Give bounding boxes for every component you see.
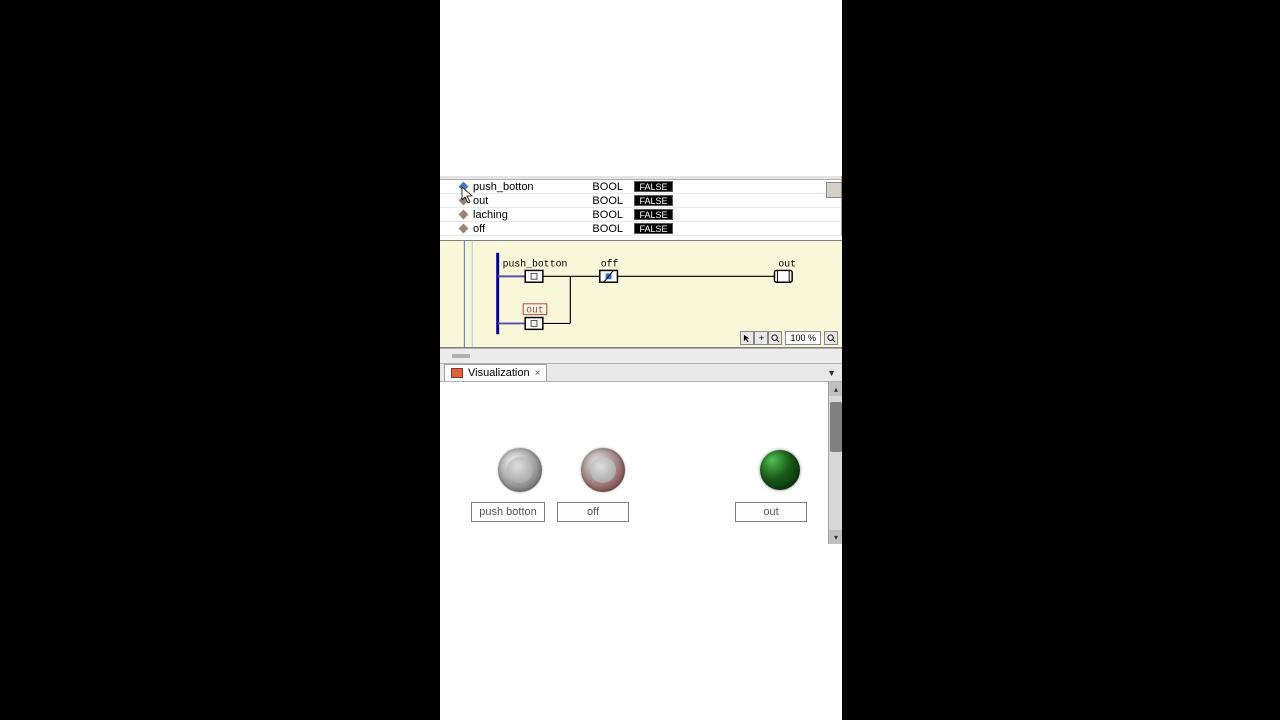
- diamond-icon: [459, 196, 469, 206]
- magnifier-icon[interactable]: [768, 331, 782, 345]
- ladder-editor[interactable]: push_botton off out out: [440, 240, 842, 348]
- var-value: FALSE: [634, 209, 672, 220]
- diamond-icon: [459, 210, 469, 220]
- scroll-button[interactable]: [826, 182, 842, 198]
- close-icon[interactable]: ×: [535, 368, 541, 379]
- scrollbar[interactable]: ▴ ▾: [828, 382, 842, 544]
- var-type: BOOL: [588, 223, 631, 235]
- contact-label: out: [526, 305, 544, 316]
- chevron-down-icon[interactable]: ▼: [827, 368, 836, 378]
- var-type: BOOL: [588, 195, 631, 207]
- var-value: FALSE: [634, 195, 672, 206]
- coil-label: out: [778, 259, 796, 270]
- diamond-icon: [459, 224, 469, 234]
- table-row[interactable]: out BOOL FALSE: [440, 194, 841, 208]
- var-name: out: [473, 195, 488, 207]
- scroll-up-icon[interactable]: ▴: [829, 382, 842, 396]
- variable-table: push_botton BOOL FALSE out BOOL FALSE la…: [440, 176, 842, 236]
- ladder-toolbar: + 100 %: [740, 331, 838, 345]
- widget-label: out: [735, 502, 807, 522]
- var-name: push_botton: [473, 181, 534, 193]
- table-row[interactable]: push_botton BOOL FALSE: [440, 180, 841, 194]
- visualization-pane: push botton off out ▴ ▾: [440, 382, 842, 544]
- var-value: FALSE: [634, 223, 672, 234]
- zoom-level[interactable]: 100 %: [785, 331, 821, 345]
- var-name: laching: [473, 209, 508, 221]
- add-tool-icon[interactable]: +: [754, 331, 768, 345]
- diamond-icon: [459, 182, 469, 192]
- var-name: off: [473, 223, 485, 235]
- pane-divider[interactable]: [440, 348, 842, 364]
- lamp-widget: [760, 450, 800, 490]
- var-type: BOOL: [588, 209, 631, 221]
- contact-label: push_botton: [503, 259, 568, 270]
- contact-label: off: [601, 259, 619, 270]
- app-container: push_botton BOOL FALSE out BOOL FALSE la…: [440, 0, 842, 720]
- visualization-icon: [451, 368, 463, 378]
- grip-icon: [452, 354, 470, 358]
- pointer-tool-icon[interactable]: [740, 331, 754, 345]
- push-button-widget[interactable]: [498, 448, 542, 492]
- widget-label: push botton: [471, 502, 545, 522]
- tab-label: Visualization: [468, 367, 530, 379]
- tab-visualization[interactable]: Visualization ×: [444, 364, 547, 381]
- scroll-down-icon[interactable]: ▾: [829, 530, 842, 544]
- table-row[interactable]: off BOOL FALSE: [440, 222, 841, 236]
- widget-label: off: [557, 502, 629, 522]
- var-value: FALSE: [634, 181, 672, 192]
- zoom-fit-icon[interactable]: [824, 331, 838, 345]
- table-row[interactable]: laching BOOL FALSE: [440, 208, 841, 222]
- off-button-widget[interactable]: [581, 448, 625, 492]
- tab-bar: Visualization × ▼: [440, 364, 842, 382]
- var-type: BOOL: [588, 181, 631, 193]
- scroll-thumb[interactable]: [830, 402, 842, 452]
